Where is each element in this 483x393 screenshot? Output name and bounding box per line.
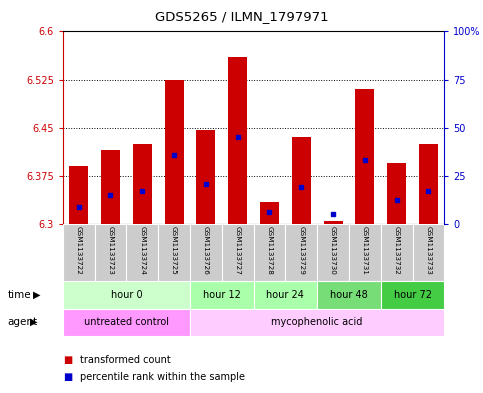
Bar — [317, 224, 349, 281]
Bar — [101, 150, 120, 224]
Text: GSM1133732: GSM1133732 — [394, 226, 399, 275]
Bar — [254, 224, 285, 281]
Bar — [69, 166, 88, 224]
Text: GSM1133730: GSM1133730 — [330, 226, 336, 275]
Text: hour 48: hour 48 — [330, 290, 368, 300]
Text: GSM1133729: GSM1133729 — [298, 226, 304, 275]
Bar — [228, 57, 247, 224]
Text: GSM1133722: GSM1133722 — [76, 226, 82, 275]
Text: hour 12: hour 12 — [203, 290, 241, 300]
Bar — [95, 224, 127, 281]
Bar — [412, 224, 444, 281]
Bar — [127, 224, 158, 281]
Text: GSM1133733: GSM1133733 — [426, 226, 431, 275]
Text: hour 0: hour 0 — [111, 290, 142, 300]
Bar — [349, 224, 381, 281]
Bar — [285, 224, 317, 281]
Text: GSM1133731: GSM1133731 — [362, 226, 368, 275]
Bar — [355, 89, 374, 224]
Text: time: time — [7, 290, 31, 300]
Bar — [292, 137, 311, 224]
Bar — [190, 281, 254, 309]
Bar — [419, 144, 438, 224]
Bar — [222, 224, 254, 281]
Bar — [190, 224, 222, 281]
Text: hour 72: hour 72 — [394, 290, 432, 300]
Text: ■: ■ — [63, 354, 72, 365]
Text: ■: ■ — [63, 372, 72, 382]
Bar — [190, 309, 444, 336]
Bar — [133, 144, 152, 224]
Bar — [63, 309, 190, 336]
Text: GSM1133724: GSM1133724 — [139, 226, 145, 275]
Bar — [165, 79, 184, 224]
Text: agent: agent — [7, 317, 37, 327]
Text: ▶: ▶ — [30, 317, 38, 327]
Text: percentile rank within the sample: percentile rank within the sample — [80, 372, 245, 382]
Bar — [381, 224, 412, 281]
Text: hour 24: hour 24 — [267, 290, 304, 300]
Text: untreated control: untreated control — [84, 317, 169, 327]
Bar — [63, 224, 95, 281]
Bar — [387, 163, 406, 224]
Bar — [260, 202, 279, 224]
Bar — [324, 221, 342, 224]
Bar — [317, 281, 381, 309]
Text: ▶: ▶ — [33, 290, 41, 300]
Bar — [63, 281, 190, 309]
Text: GSM1133726: GSM1133726 — [203, 226, 209, 275]
Bar — [381, 281, 444, 309]
Text: GDS5265 / ILMN_1797971: GDS5265 / ILMN_1797971 — [155, 10, 328, 23]
Bar — [254, 281, 317, 309]
Text: mycophenolic acid: mycophenolic acid — [271, 317, 363, 327]
Text: GSM1133727: GSM1133727 — [235, 226, 241, 275]
Bar — [158, 224, 190, 281]
Bar — [196, 130, 215, 224]
Text: transformed count: transformed count — [80, 354, 170, 365]
Text: GSM1133723: GSM1133723 — [108, 226, 114, 275]
Text: GSM1133728: GSM1133728 — [267, 226, 272, 275]
Text: GSM1133725: GSM1133725 — [171, 226, 177, 275]
